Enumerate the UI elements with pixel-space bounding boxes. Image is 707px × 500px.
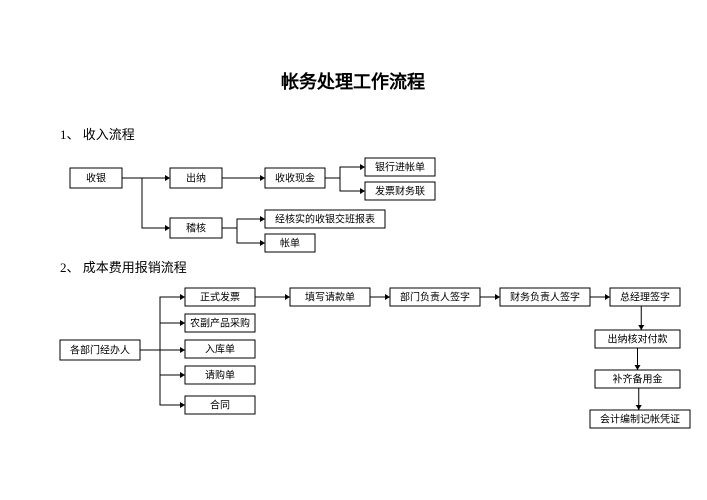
flow-node: 收收现金 bbox=[265, 168, 325, 188]
flow-node: 各部门经办人 bbox=[60, 340, 140, 360]
page-title: 帐务处理工作流程 bbox=[281, 71, 425, 92]
flow-node-label: 帐单 bbox=[280, 236, 300, 249]
flow-edge bbox=[140, 294, 185, 350]
flow-edge bbox=[140, 320, 185, 350]
flow-node-label: 正式发票 bbox=[200, 290, 240, 303]
flow-edge bbox=[122, 178, 170, 231]
flow-node: 稽核 bbox=[170, 218, 222, 238]
flow-node: 合同 bbox=[185, 396, 255, 414]
flow-node-label: 入库单 bbox=[205, 342, 235, 355]
flow-node: 部门负责人签字 bbox=[390, 288, 480, 306]
flow-node-label: 总经理签字 bbox=[620, 290, 670, 303]
flow-node-label: 出纳 bbox=[186, 171, 206, 184]
flow-edge bbox=[635, 348, 641, 370]
flow-edge bbox=[255, 294, 290, 300]
flow-node-label: 银行进帐单 bbox=[375, 160, 425, 173]
flow-node: 银行进帐单 bbox=[365, 158, 435, 176]
flow-node-label: 财务负责人签字 bbox=[510, 290, 580, 303]
flow-edge bbox=[590, 294, 610, 300]
section-label: 2、 成本费用报销流程 bbox=[60, 260, 187, 275]
flow-node: 会计编制记帐凭证 bbox=[590, 410, 690, 428]
flow-node: 财务负责人签字 bbox=[500, 288, 590, 306]
flowchart-canvas: 帐务处理工作流程 1、 收入流程 2、 成本费用报销流程 收银 出纳 收收现金 银行进帐… bbox=[0, 0, 707, 500]
flow-node-label: 经核实的收银交班报表 bbox=[275, 212, 375, 225]
flow-node: 总经理签字 bbox=[610, 288, 680, 306]
flow-node-label: 收收现金 bbox=[275, 171, 315, 184]
nodes-layer: 收银 出纳 收收现金 银行进帐单发票财务联稽核 经核实的收银交班报表帐单各部门经办人 正式… bbox=[60, 158, 690, 428]
flow-edge bbox=[222, 216, 265, 228]
flow-node: 发票财务联 bbox=[365, 182, 435, 200]
flow-node: 收银 bbox=[70, 168, 122, 188]
section-label: 1、 收入流程 bbox=[60, 127, 135, 142]
flow-node-label: 稽核 bbox=[186, 221, 206, 234]
flow-node-label: 出纳核对付款 bbox=[608, 332, 668, 345]
section-headers: 1、 收入流程 2、 成本费用报销流程 bbox=[60, 127, 187, 275]
flow-edge bbox=[325, 178, 365, 194]
flow-node-label: 请购单 bbox=[205, 368, 235, 381]
flow-edge bbox=[140, 350, 185, 378]
flow-node-label: 部门负责人签字 bbox=[400, 290, 470, 303]
flow-node: 请购单 bbox=[185, 366, 255, 384]
flow-node: 出纳核对付款 bbox=[595, 330, 680, 348]
flow-edge bbox=[636, 388, 642, 410]
flow-node-label: 合同 bbox=[210, 398, 230, 411]
flow-node: 正式发票 bbox=[185, 288, 255, 306]
flow-edge bbox=[140, 350, 185, 408]
flow-node-label: 发票财务联 bbox=[375, 184, 425, 197]
flow-edge bbox=[480, 294, 500, 300]
flow-edge bbox=[638, 306, 644, 330]
flow-node: 出纳 bbox=[170, 168, 222, 188]
flow-node-label: 填写请款单 bbox=[305, 290, 355, 303]
flow-node: 农副产品采购 bbox=[185, 314, 255, 332]
flow-node: 补齐备用金 bbox=[595, 370, 680, 388]
flow-edge bbox=[222, 228, 265, 246]
flow-node-label: 各部门经办人 bbox=[70, 343, 130, 356]
flow-edge bbox=[370, 294, 390, 300]
flow-node-label: 农副产品采购 bbox=[190, 316, 250, 329]
flow-node: 帐单 bbox=[265, 234, 315, 252]
flow-node: 经核实的收银交班报表 bbox=[265, 210, 385, 228]
flow-node: 入库单 bbox=[185, 340, 255, 358]
flow-node-label: 补齐备用金 bbox=[613, 372, 663, 385]
flow-node-label: 收银 bbox=[86, 171, 106, 184]
flow-edge bbox=[222, 175, 265, 181]
flow-edge bbox=[325, 164, 365, 178]
flow-node: 填写请款单 bbox=[290, 288, 370, 306]
flow-node-label: 会计编制记帐凭证 bbox=[600, 412, 680, 425]
